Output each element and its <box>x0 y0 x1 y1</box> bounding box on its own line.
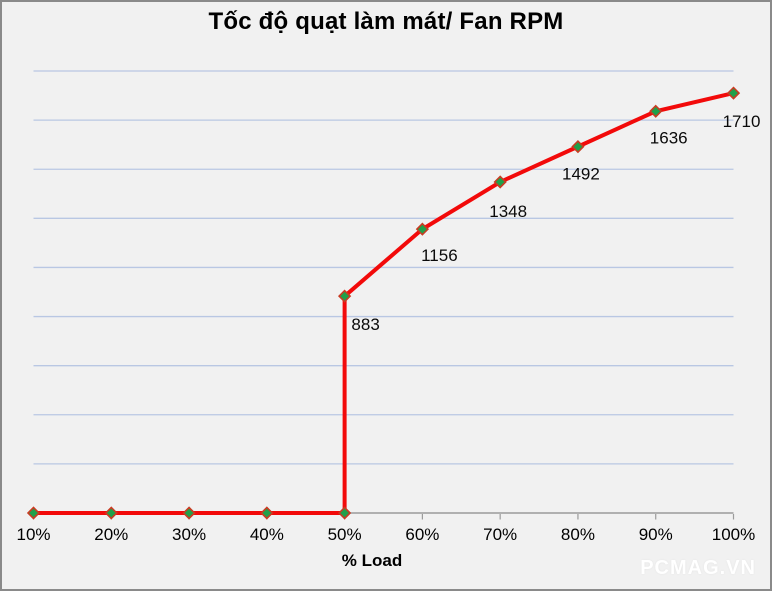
watermark: PCMAG.VN <box>640 557 756 579</box>
x-axis-tick-label: 10% <box>16 525 50 544</box>
x-axis-tick-label: 90% <box>639 525 673 544</box>
x-axis-tick-label: 60% <box>405 525 439 544</box>
data-point-marker <box>104 506 118 520</box>
data-point-marker <box>337 289 352 303</box>
data-point-marker <box>649 104 663 118</box>
data-label: 1156 <box>421 246 458 265</box>
data-point-marker <box>415 222 430 236</box>
x-axis-title: % Load <box>341 551 403 570</box>
data-point-marker <box>493 175 507 189</box>
data-label: 1348 <box>489 202 527 221</box>
x-axis-tick-label: 50% <box>328 525 362 544</box>
x-axis-tick-label: 20% <box>94 525 128 544</box>
x-axis-tick-label: 80% <box>561 525 595 544</box>
chart-title: Tốc độ quạt làm mát/ Fan RPM <box>208 8 564 35</box>
data-point-marker <box>182 506 196 520</box>
data-point-marker <box>726 86 741 100</box>
data-label: 1492 <box>562 165 600 184</box>
x-axis-tick-label: 30% <box>172 525 206 544</box>
data-label: 883 <box>351 315 379 334</box>
data-point-marker <box>571 139 585 154</box>
data-label: 1710 <box>723 112 761 131</box>
x-axis-tick-label: 100% <box>712 525 755 544</box>
data-label: 1636 <box>650 128 688 147</box>
x-axis-tick-label: 40% <box>250 525 284 544</box>
data-point-marker <box>337 506 352 520</box>
data-point-marker <box>260 506 274 520</box>
data-point-marker <box>26 506 41 520</box>
x-axis-tick-label: 70% <box>483 525 517 544</box>
series-line <box>33 91 734 515</box>
